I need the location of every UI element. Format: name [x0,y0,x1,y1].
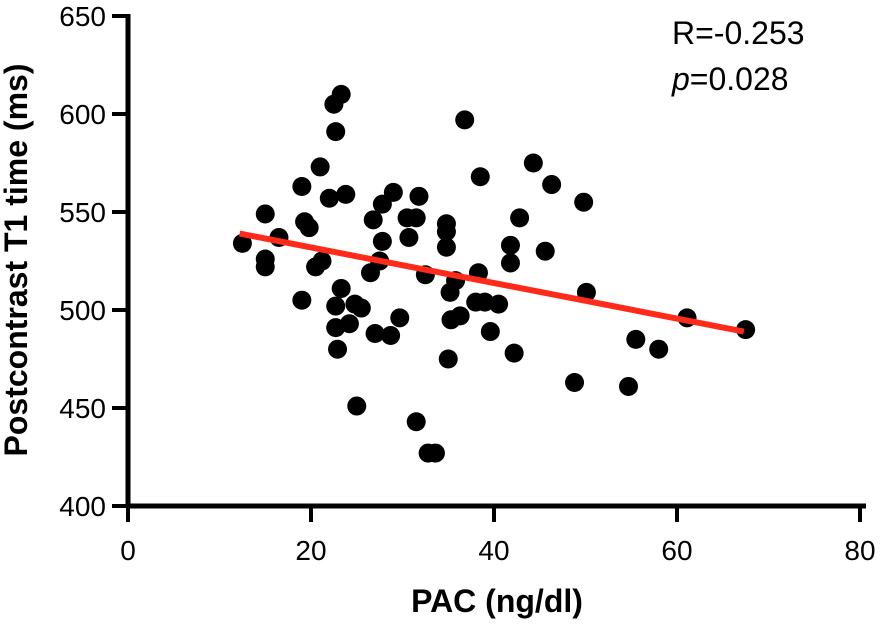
data-point [455,110,475,130]
data-point [736,320,756,340]
data-point [542,175,562,195]
data-point [450,306,470,326]
data-point [406,208,426,228]
data-point [574,192,594,212]
p-value: =0.028 [690,61,789,97]
data-point [438,349,458,369]
data-point [390,308,410,328]
data-point [436,222,456,242]
regression-line [239,230,745,335]
x-tick-label: 60 [661,535,692,566]
p-label: p [671,61,690,97]
data-point [489,294,509,314]
data-point [425,443,445,463]
data-point [232,233,252,253]
x-tick-label: 20 [295,535,326,566]
data-point [470,167,490,187]
data-point [480,322,500,342]
data-point [347,396,367,416]
r-value-annotation: R=-0.253 [672,15,805,51]
y-axis-title: Postcontrast T1 time (ms) [0,64,34,457]
data-point [649,339,669,359]
y-tick-label: 600 [59,99,106,130]
data-point [383,182,403,202]
data-point [255,257,275,277]
data-point [523,153,543,173]
data-point [436,237,456,257]
data-point [331,278,351,298]
data-point [336,184,356,204]
data-point [326,296,346,316]
data-point [406,412,426,432]
data-point [626,329,646,349]
y-tick-label: 500 [59,295,106,326]
y-axis-ticks: 400 450 500 550 600 650 [59,1,128,522]
data-point [331,84,351,104]
y-tick-label: 400 [59,491,106,522]
data-point [319,188,339,208]
data-point [504,343,524,363]
data-point [312,251,332,271]
y-tick-label: 450 [59,393,106,424]
data-point [292,177,312,197]
data-point [365,324,385,344]
data-point [535,241,555,261]
data-point [299,218,319,238]
y-tick-label: 550 [59,197,106,228]
data-point [500,253,520,273]
data-point [619,376,639,396]
data-point [326,122,346,142]
x-axis-title: PAC (ng/dl) [411,583,583,619]
data-point [339,314,359,334]
y-tick-label: 650 [59,1,106,32]
x-tick-label: 0 [120,535,136,566]
x-tick-label: 80 [844,535,875,566]
data-point [500,235,520,255]
data-point [310,157,330,177]
data-point [351,298,371,318]
data-point [328,339,348,359]
p-value-annotation: p=0.028 [671,61,789,97]
data-point [409,186,429,206]
x-tick-label: 40 [478,535,509,566]
data-point [292,290,312,310]
data-point [372,231,392,251]
data-point [255,204,275,224]
data-points [232,84,756,463]
x-axis-ticks: 0 20 40 60 80 [120,506,876,566]
data-point [363,210,383,230]
data-point [565,373,585,393]
data-point [510,208,530,228]
data-point [399,227,419,247]
data-point [381,325,401,345]
